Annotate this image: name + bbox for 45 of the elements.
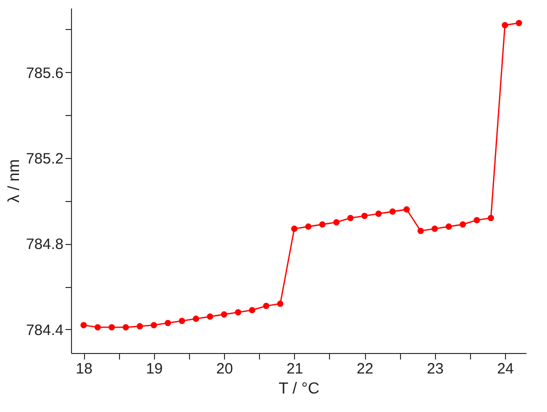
point [488, 214, 494, 222]
point [263, 302, 270, 310]
point [291, 226, 298, 232]
y-tick-label: 784.4 [26, 322, 64, 339]
point [164, 320, 172, 326]
point [333, 219, 340, 226]
point [206, 313, 214, 320]
point [403, 206, 410, 213]
x-tick-label: 24 [497, 360, 514, 378]
y-axis-title: λ / nm [6, 159, 23, 203]
point [220, 311, 228, 318]
y-tick-label: 784.8 [26, 236, 64, 254]
point [136, 323, 143, 330]
point [375, 210, 382, 217]
y-tick-label: 785.6 [26, 64, 64, 82]
point [234, 309, 242, 316]
point [80, 322, 87, 328]
point [192, 316, 200, 322]
x-tick-label: 20 [216, 360, 233, 378]
point [361, 212, 368, 220]
point [248, 306, 256, 314]
point [446, 223, 452, 230]
point [277, 300, 284, 307]
point [347, 214, 354, 222]
x-tick-label: 19 [146, 360, 163, 378]
point [305, 223, 312, 230]
x-tick-label: 22 [356, 360, 374, 378]
point [94, 324, 101, 330]
point [432, 226, 438, 232]
x-axis-title: T / °C [278, 380, 320, 398]
x-tick-label: 23 [426, 360, 444, 378]
point [389, 208, 396, 215]
x-tick-label: 18 [76, 360, 92, 378]
point [178, 318, 186, 324]
point [418, 228, 424, 234]
point [150, 322, 158, 328]
point [516, 20, 522, 26]
y-tick-label: 785.2 [26, 150, 64, 168]
point [122, 324, 129, 330]
point [108, 324, 115, 330]
x-tick-label: 21 [286, 360, 304, 378]
point [502, 22, 508, 28]
point [474, 216, 480, 224]
point [460, 221, 466, 228]
point [319, 221, 326, 228]
